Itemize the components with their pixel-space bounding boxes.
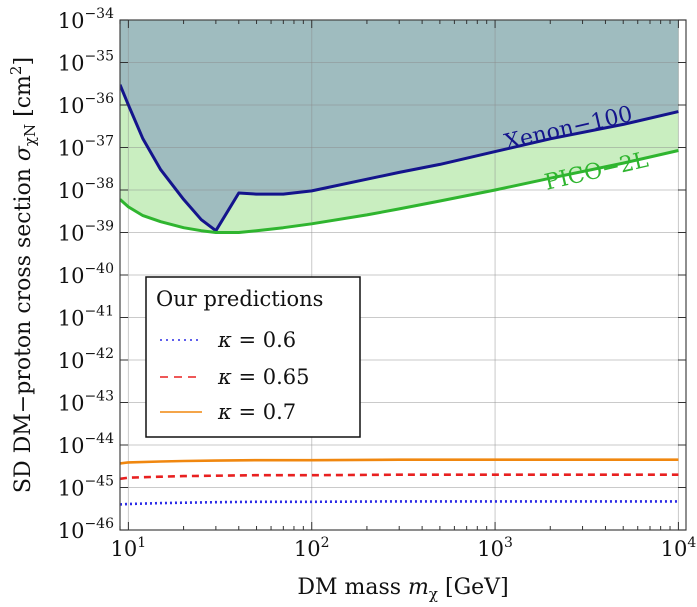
axis-ticks: [119, 19, 686, 531]
y-tick-label-0: 10−34: [58, 6, 114, 33]
y-tick-label-2: 10−36: [58, 91, 114, 118]
y-axis-title-unit: [cm: [11, 75, 36, 124]
legend-entry-kappa-0.7: κ = 0.7: [217, 400, 296, 424]
y-tick-label-7: 10−41: [58, 304, 114, 331]
exclusion-region-0: [120, 20, 679, 231]
x-tick-labels: 101 102 103 104: [111, 535, 697, 561]
y-axis-title-subscript: χN: [21, 124, 39, 146]
prediction-line-1: [120, 473, 679, 481]
y-tick-label-10: 10−44: [58, 431, 114, 458]
x-axis-title-symbol: m: [408, 575, 429, 600]
y-axis-title-superscript: 2: [7, 66, 25, 76]
y-tick-label-4: 10−38: [58, 176, 114, 203]
y-tick-label-6: 10−40: [58, 261, 114, 288]
legend-kappa-value: = 0.7: [232, 400, 296, 424]
y-tick-label-1: 10−35: [58, 49, 114, 76]
legend-entry-kappa-0.6: κ = 0.6: [217, 328, 296, 352]
x-tick-label-1: 102: [294, 535, 330, 561]
y-tick-label-12: 10−46: [58, 516, 114, 543]
x-axis-title-text: DM mass: [297, 575, 408, 600]
y-axis-title-symbol: σ: [11, 145, 36, 161]
y-axis-title: SD DM−proton cross section σχN [cm2]: [7, 57, 39, 493]
x-axis-title-subscript: χ: [429, 585, 438, 603]
curves: [120, 84, 679, 506]
legend-kappa-symbol: κ: [217, 400, 232, 424]
legend-kappa-symbol: κ: [217, 365, 232, 389]
x-tick-label-2: 103: [477, 535, 513, 561]
y-tick-label-9: 10−43: [58, 389, 114, 416]
legend: Our predictions κ = 0.6 κ = 0.65 κ = 0.7: [145, 276, 361, 438]
legend-kappa-value: = 0.65: [232, 365, 310, 389]
y-tick-label-11: 10−45: [58, 474, 114, 501]
prediction-line-0: [120, 500, 679, 506]
exclusion-line-1: [120, 149, 679, 234]
legend-box: [145, 276, 361, 438]
legend-entry-kappa-0.65: κ = 0.65: [217, 365, 310, 389]
y-tick-label-3: 10−37: [58, 134, 114, 161]
y-axis-title-close: ]: [11, 57, 36, 66]
grid: [120, 19, 686, 531]
legend-title: Our predictions: [156, 287, 323, 311]
plot-area: [119, 19, 687, 531]
x-tick-label-3: 104: [661, 535, 697, 561]
y-tick-label-5: 10−39: [58, 219, 114, 246]
x-axis-title: DM mass mχ [GeV]: [297, 575, 508, 603]
legend-kappa-value: = 0.6: [232, 328, 296, 352]
x-tick-label-0: 101: [111, 535, 147, 561]
y-tick-labels: 10−34 10−35 10−36 10−37 10−38 10−39 10−40 10−41…: [58, 6, 114, 543]
exclusion-line-0: [120, 84, 679, 233]
y-tick-label-8: 10−42: [58, 346, 114, 373]
legend-kappa-symbol: κ: [217, 328, 232, 352]
x-axis-title-unit: [GeV]: [438, 575, 509, 600]
prediction-line-2: [120, 458, 679, 465]
y-axis-title-text: SD DM−proton cross section: [11, 161, 36, 493]
